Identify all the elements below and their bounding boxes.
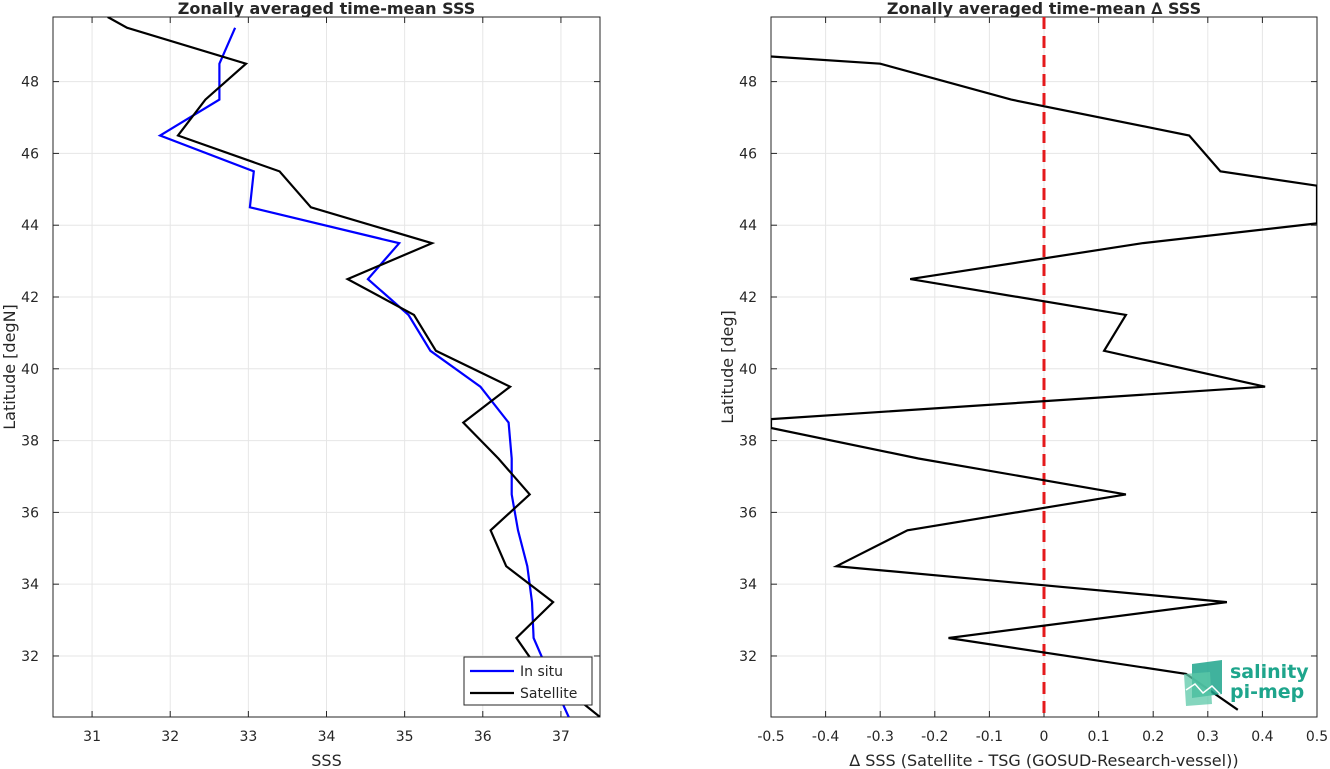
- x-tick-label: 34: [318, 729, 336, 745]
- x-tick-label: -0.2: [921, 729, 948, 745]
- x-tick-label: 32: [161, 729, 179, 745]
- x-tick-label: 36: [474, 729, 492, 745]
- logo-wave-icon: [1184, 672, 1212, 706]
- x-axis-label: ∆ SSS (Satellite - TSG (GOSUD-Research-v…: [848, 751, 1238, 769]
- legend: In situ Satellite: [463, 656, 593, 706]
- x-tick-label: 35: [396, 729, 414, 745]
- y-tick-label: 46: [739, 146, 757, 162]
- y-tick-label: 44: [21, 218, 39, 234]
- y-tick-label: 36: [739, 505, 757, 521]
- y-tick-label: 42: [739, 290, 757, 306]
- x-axis-label: SSS: [311, 751, 341, 769]
- chart-panel-1: 31 32 33 34 35 36 37 32 34 36 38 40 42 44 46 48 Zonally …: [0, 0, 601, 769]
- y-tick-label: 34: [739, 577, 757, 593]
- x-tick-label: 0.1: [1087, 729, 1109, 745]
- y-tick-label: 40: [739, 362, 757, 378]
- y-tick-label: 48: [21, 75, 39, 91]
- x-tick-label: 0.5: [1306, 729, 1328, 745]
- logo-wave-icon: [1185, 683, 1221, 695]
- x-tick-label: 0.2: [1142, 729, 1164, 745]
- y-tick-label: 48: [739, 75, 757, 91]
- logo-text-pimep: pi-mep: [1230, 681, 1304, 703]
- x-tick-label: 33: [239, 729, 257, 745]
- chart-panel-2: -0.5 -0.4 -0.3 -0.2 -0.1 0 0.1 0.2 0.3 0.4 0.5 32 34…: [718, 0, 1328, 769]
- x-tick-label: 0: [1040, 729, 1049, 745]
- x-tick-label: -0.5: [757, 729, 784, 745]
- chart-title: Zonally averaged time-mean SSS: [178, 0, 476, 18]
- y-tick-label: 32: [21, 649, 39, 665]
- y-axis-label: Latitude [deg]: [718, 310, 737, 424]
- x-tick-label: 0.3: [1197, 729, 1219, 745]
- x-tick-label: -0.1: [976, 729, 1003, 745]
- y-tick-label: 38: [739, 434, 757, 450]
- series-line-satellite: [107, 17, 600, 717]
- x-tick-label: 31: [83, 729, 101, 745]
- chart-title: Zonally averaged time-mean ∆ SSS: [887, 0, 1201, 18]
- legend-box: [463, 656, 593, 706]
- y-tick-label: 36: [21, 505, 39, 521]
- y-tick-label: 34: [21, 577, 39, 593]
- series-line-delta-sss: [771, 55, 1317, 711]
- x-tick-label: -0.3: [867, 729, 894, 745]
- logo-text-salinity: salinity: [1230, 661, 1309, 683]
- y-tick-label: 46: [21, 146, 39, 162]
- x-tick-label: 37: [552, 729, 570, 745]
- y-tick-label: 32: [739, 649, 757, 665]
- y-tick-label: 44: [739, 218, 757, 234]
- y-tick-label: 42: [21, 290, 39, 306]
- y-axis-label: Latitude [degN]: [0, 304, 19, 430]
- y-tick-label: 40: [21, 362, 39, 378]
- x-tick-label: -0.4: [812, 729, 839, 745]
- legend-label: Satellite: [520, 686, 577, 702]
- legend-label: In situ: [520, 664, 563, 680]
- y-tick-label: 38: [21, 434, 39, 450]
- series-line-in-situ: [157, 27, 570, 717]
- x-tick-label: 0.4: [1251, 729, 1273, 745]
